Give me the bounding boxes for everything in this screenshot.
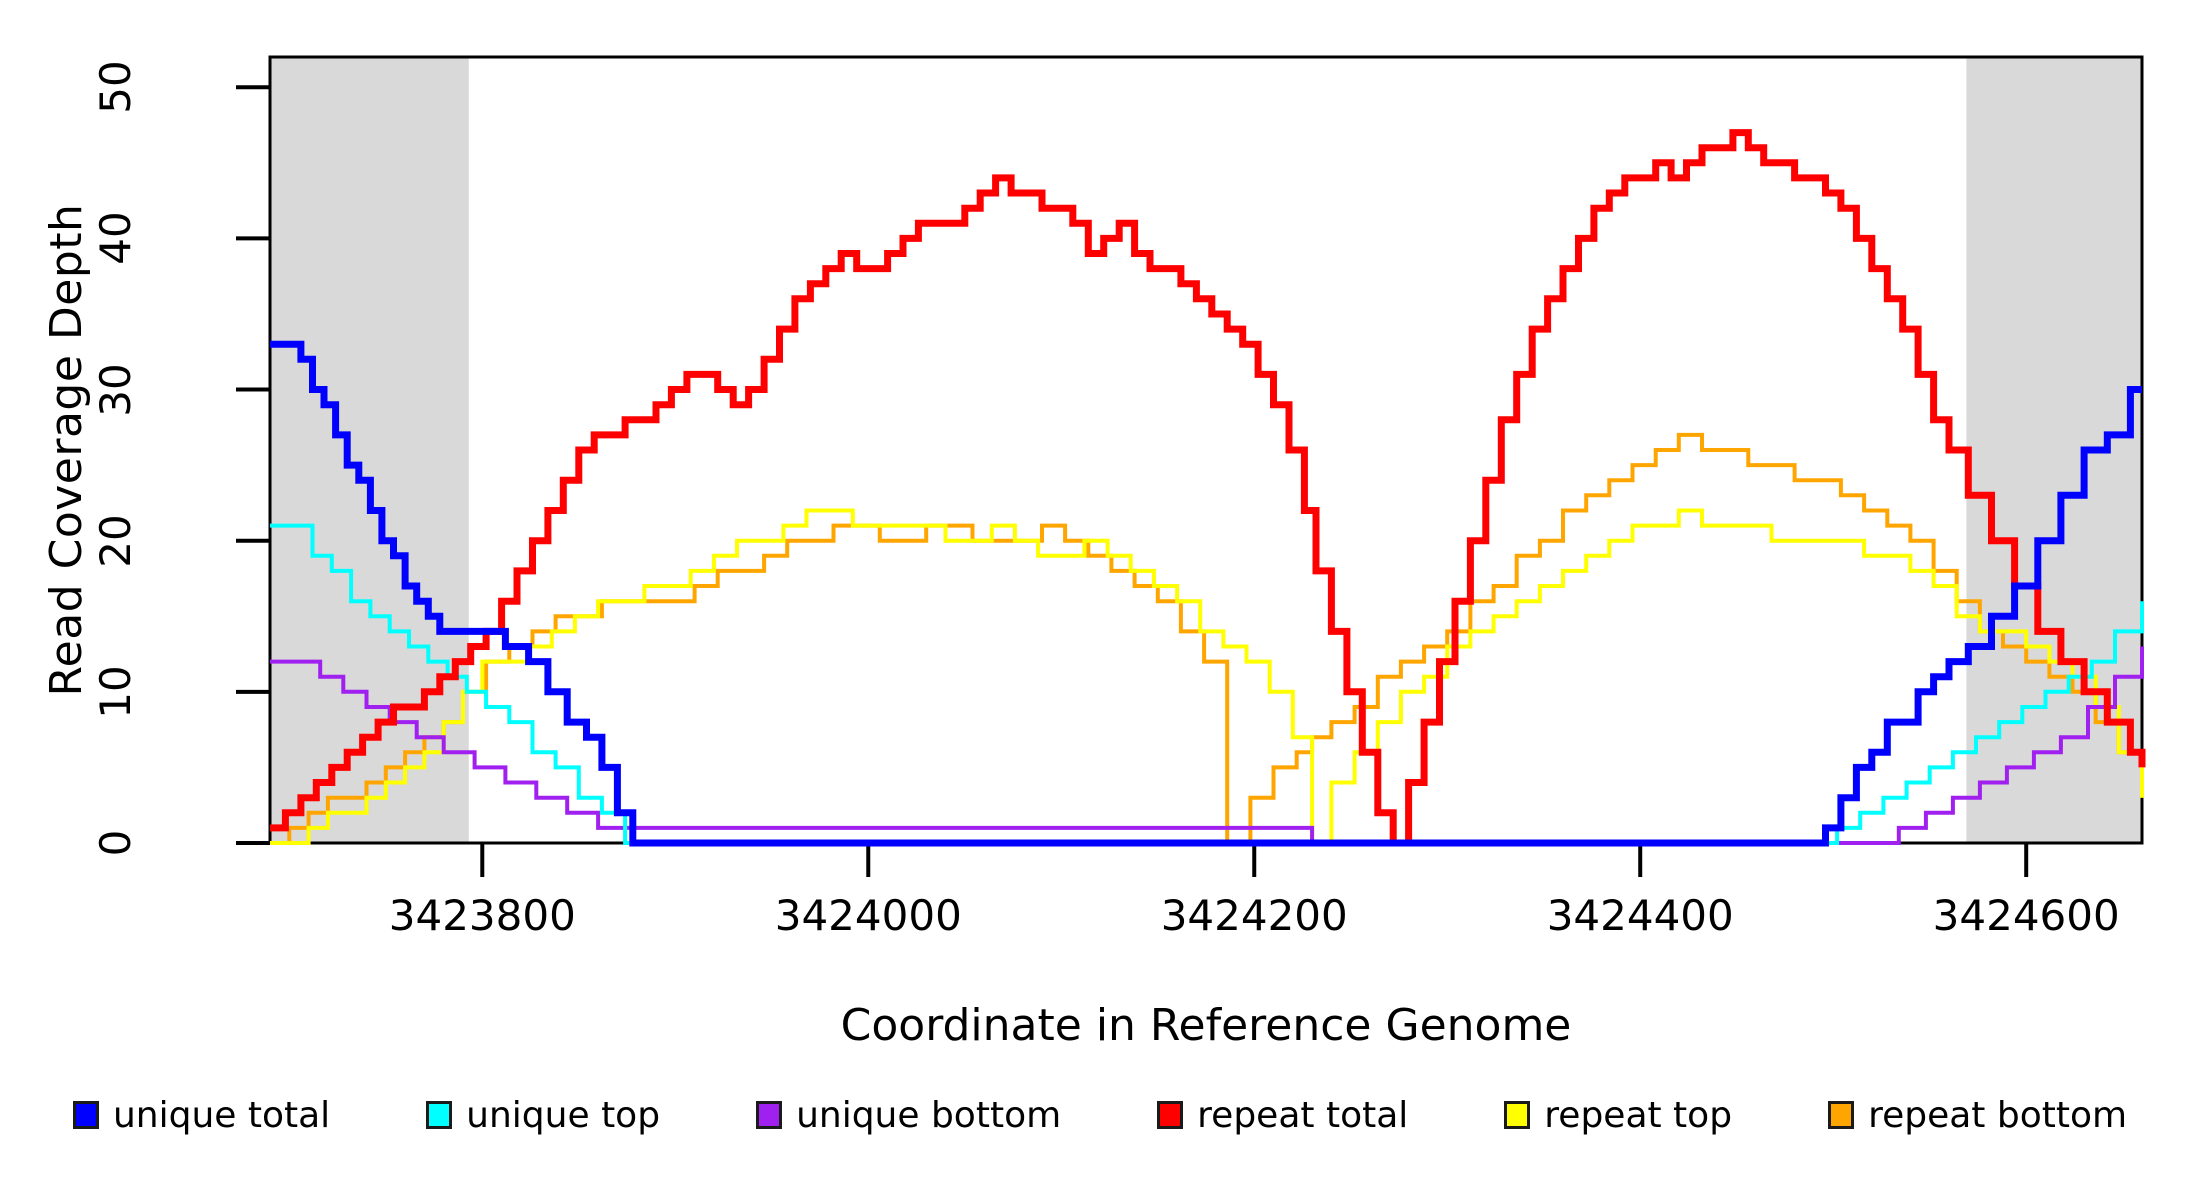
chart-legend: unique total unique top unique bottom repea… [0, 1085, 2200, 1145]
series-repeat-top [270, 508, 2144, 845]
legend-item-repeat-bottom[interactable]: repeat bottom [1828, 1095, 2127, 1136]
legend-label: repeat total [1197, 1094, 1409, 1136]
y-axis-title: Read Coverage Depth [34, 57, 98, 843]
series-unique-bottom [270, 646, 2144, 845]
legend-label: unique total [112, 1094, 331, 1136]
x-tick-label-3424400: 3424400 [1546, 891, 1734, 940]
y-axis-title-text: Read Coverage Depth [40, 203, 92, 697]
x-axis-title-text: Coordinate in Reference Genome [840, 1000, 1572, 1051]
legend-item-unique-total[interactable]: unique total [72, 1094, 331, 1136]
x-tick-label-3424600: 3424600 [1932, 891, 2120, 940]
legend-swatch-repeat-bottom-icon [1828, 1101, 1855, 1129]
x-axis-title: Coordinate in Reference Genome [270, 1000, 2142, 1051]
legend-swatch-repeat-total-icon [1157, 1101, 1184, 1129]
series-repeat-total [270, 129, 2146, 847]
legend-item-unique-bottom[interactable]: unique bottom [756, 1095, 1061, 1136]
legend-swatch-unique-top-icon [426, 1101, 453, 1129]
plot-border [268, 55, 2144, 845]
shaded-region-0 [270, 57, 469, 843]
series-unique-top [270, 523, 2144, 845]
legend-label: unique bottom [796, 1094, 1062, 1136]
legend-label: repeat top [1544, 1094, 1733, 1136]
legend-label: repeat bottom [1868, 1094, 2128, 1136]
legend-swatch-unique-bottom-icon [756, 1101, 783, 1129]
legend-swatch-unique-total-icon [72, 1101, 99, 1129]
x-tick-label-3424000: 3424000 [774, 891, 962, 940]
legend-swatch-repeat-top-icon [1504, 1101, 1531, 1129]
legend-item-repeat-top[interactable]: repeat top [1504, 1095, 1732, 1136]
series-repeat-bottom [270, 432, 2144, 845]
x-tick-label-3423800: 3423800 [388, 891, 576, 940]
shaded-region-1 [1966, 57, 2142, 843]
legend-item-repeat-total[interactable]: repeat total [1157, 1095, 1408, 1136]
legend-item-unique-top[interactable]: unique top [426, 1095, 660, 1136]
series-unique-total [270, 340, 2142, 847]
legend-label: unique top [466, 1094, 661, 1136]
x-tick-label-3424200: 3424200 [1160, 891, 1348, 940]
